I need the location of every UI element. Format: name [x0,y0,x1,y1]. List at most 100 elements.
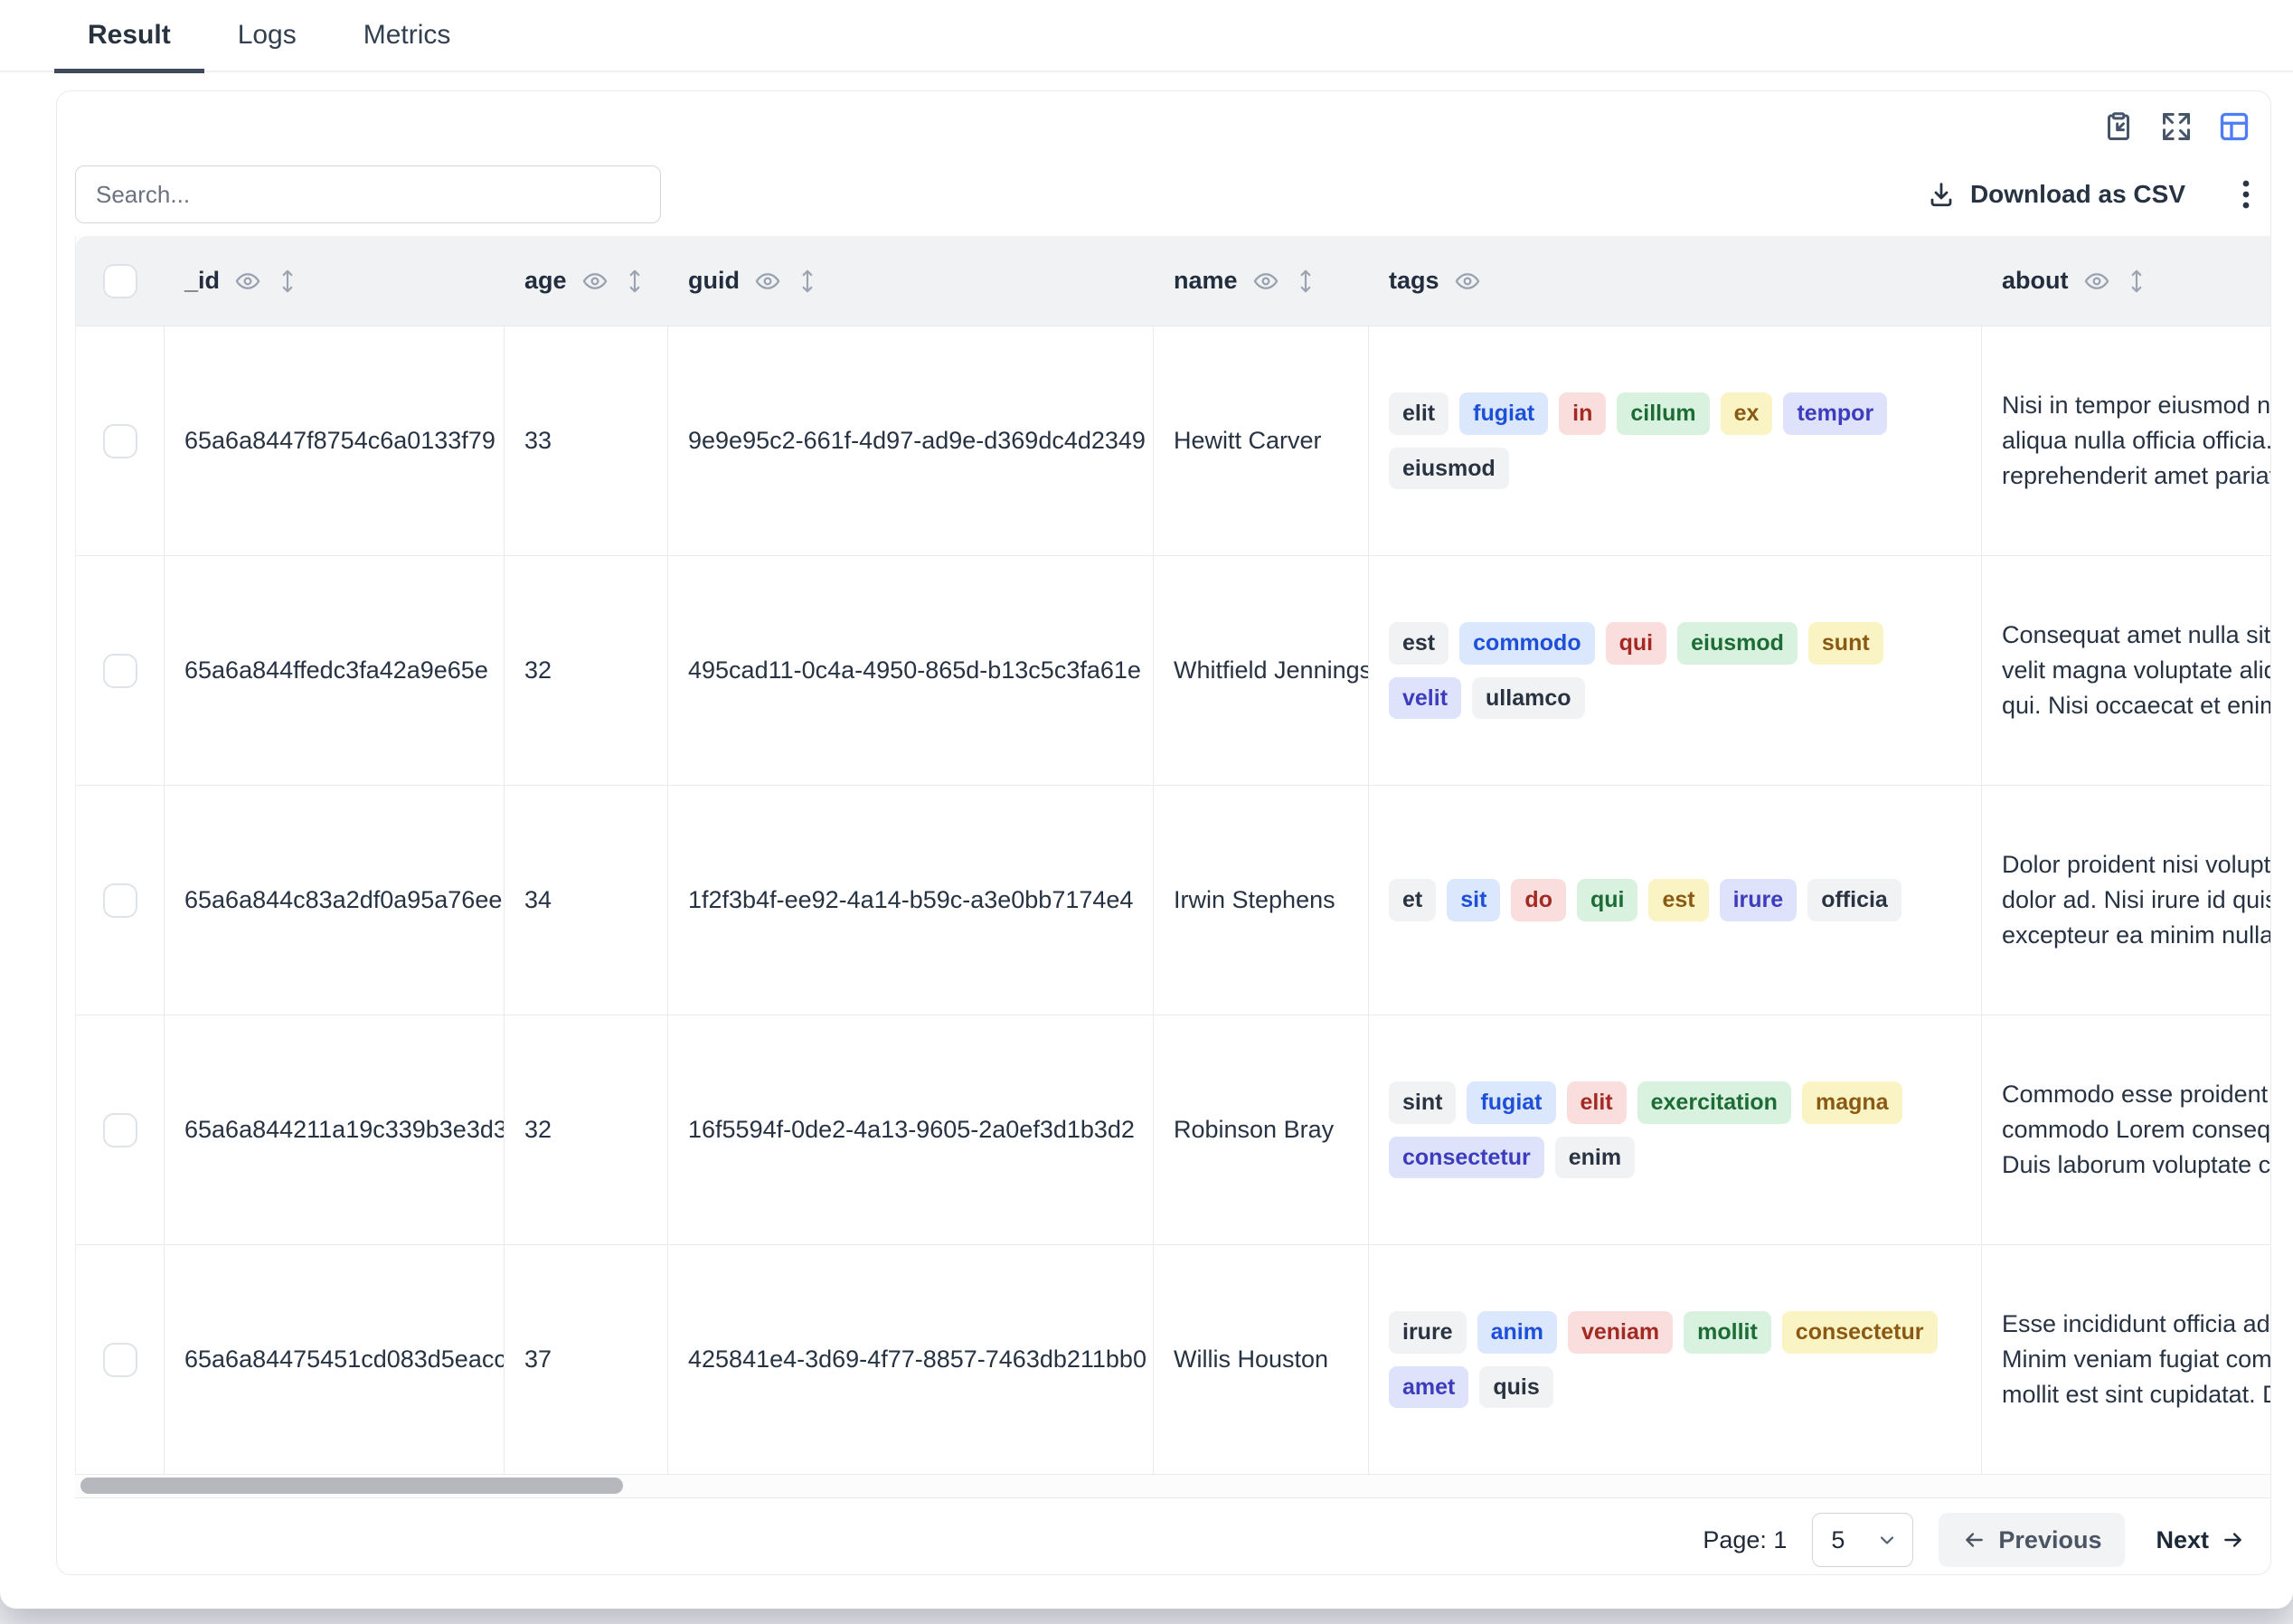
column-header-label: name [1174,267,1238,294]
tag-badge: amet [1389,1365,1469,1409]
tab-label: Metrics [363,20,451,50]
tab-bar: Result Logs Metrics [0,0,2293,73]
column-header-label: guid [688,267,740,294]
cell-about: Commodo esse proident ex commodo Lorem co… [1982,1015,2271,1244]
cell-text: 65a6a844211a19c339b3e3d3 [184,1116,505,1143]
previous-page-label: Previous [1998,1525,2102,1553]
cell-name: Hewitt Carver [1154,326,1369,555]
tag-badge: officia [1807,879,1901,921]
about-text: Commodo esse proident ex commodo Lorem co… [2002,1081,2271,1178]
tag-badge: sunt [1807,621,1883,665]
row-checkbox[interactable] [102,883,137,918]
tag-badge: velit [1389,676,1462,720]
sort-icon[interactable] [276,267,299,296]
sort-icon[interactable] [1294,267,1317,296]
select-all-checkbox[interactable] [103,263,137,298]
previous-page-button[interactable]: Previous [1939,1513,2126,1567]
cell-text: 65a6a8447f8754c6a0133f79 [184,427,495,454]
page-indicator: Page: 1 [1703,1525,1788,1553]
cell-text: Hewitt Carver [1174,427,1322,454]
tab-logs[interactable]: Logs [204,7,330,73]
page-size-value: 5 [1831,1525,1845,1553]
cell-about: Nisi in tempor eiusmod nullaaliqua nulla… [1982,326,2271,555]
cell-tags: est commodo qui eiusmod sunt velit ullamco [1369,556,1982,785]
tag-badge: est [1389,621,1449,665]
tag-badge: cillum [1617,392,1710,435]
cell-text: Irwin Stephens [1174,886,1335,913]
expand-icon[interactable] [2160,110,2193,143]
page-size-select[interactable]: 5 [1812,1513,1914,1567]
row-checkbox[interactable] [102,1112,137,1147]
cell-text: 495cad11-0c4a-4950-865d-b13c5c3fa61e [688,656,1141,684]
download-icon [1930,183,1952,207]
cell-text: 33 [524,427,552,454]
column-header-label: tags [1389,267,1439,294]
about-text: Dolor proident nisi voluptatedolor ad. N… [2002,851,2271,949]
next-page-button[interactable]: Next [2150,1526,2251,1554]
cell-text: Whitfield Jennings [1174,656,1369,684]
download-csv-button[interactable]: Download as CSV [1927,180,2185,209]
tag-badge: magna [1801,1081,1902,1124]
tag-badge: anim [1477,1310,1557,1354]
cell-id: 65a6a844211a19c339b3e3d3 [165,1015,505,1244]
eye-icon[interactable] [234,268,261,295]
column-header-name: name [1154,267,1369,296]
cell-id: 65a6a844c83a2df0a95a76ee [165,786,505,1015]
cell-text: 1f2f3b4f-ee92-4a14-b59c-a3e0bb7174e4 [688,886,1134,913]
column-header-age: age [505,267,668,296]
cell-text: 425841e4-3d69-4f77-8857-7463db211bb0 [688,1345,1146,1373]
tag-badge: elit [1389,392,1449,435]
arrow-right-icon [2224,1533,2241,1547]
horizontal-scrollbar-thumb[interactable] [80,1478,623,1494]
tag-badge: fugiat [1459,392,1549,435]
cell-text: 16f5594f-0de2-4a13-9605-2a0ef3d1b3d2 [688,1116,1135,1143]
cell-about: Consequat amet nulla sit auvelit magna v… [1982,556,2270,785]
pagination-bar: Page: 1 5 Previous Next [57,1498,2270,1574]
cell-age: 32 [505,556,668,785]
tab-metrics[interactable]: Metrics [330,7,485,73]
more-options-icon[interactable] [2240,176,2252,212]
tag-badge: mollit [1684,1310,1771,1354]
checkbox-cell [76,556,165,785]
tag-badge: exercitation [1637,1081,1791,1124]
tab-result[interactable]: Result [54,7,204,73]
cell-text: 65a6a844c83a2df0a95a76ee [184,886,503,913]
column-header-label: _id [184,267,221,294]
row-checkbox[interactable] [102,1342,137,1377]
cell-name: Willis Houston [1154,1245,1369,1474]
eye-icon[interactable] [581,268,609,295]
table-row: 65a6a844c83a2df0a95a76ee 34 1f2f3b4f-ee92-… [76,786,2271,1015]
cell-age: 32 [505,1015,668,1244]
cell-name: Whitfield Jennings [1154,556,1369,785]
sort-icon[interactable] [796,267,819,296]
eye-icon[interactable] [2083,268,2110,295]
tags-list: elit fugiat in cillum ex tempor eiusmod [1389,392,1958,490]
table-view-icon[interactable] [2218,110,2251,143]
eye-icon[interactable] [1454,268,1481,295]
tag-badge: quis [1479,1365,1553,1409]
copy-result-icon[interactable] [2102,110,2135,143]
tags-list: sint fugiat elit exercitation magna consectet… [1389,1081,1958,1179]
checkbox-cell [76,786,165,1015]
about-text: Nisi in tempor eiusmod nullaaliqua nulla… [2002,392,2271,489]
chevron-down-icon [1881,1536,1894,1544]
cell-age: 37 [505,1245,668,1474]
search-input[interactable] [75,165,661,223]
cell-text: 65a6a844ffedc3fa42a9e65e [184,656,488,684]
row-checkbox[interactable] [102,653,137,688]
row-checkbox[interactable] [102,423,137,458]
next-page-label: Next [2156,1525,2209,1553]
eye-icon[interactable] [1252,268,1279,295]
cell-guid: 1f2f3b4f-ee92-4a14-b59c-a3e0bb7174e4 [668,786,1154,1015]
eye-icon[interactable] [754,268,781,295]
cell-tags: et sit do qui est irure officia [1369,786,1982,1015]
tag-badge: qui [1576,879,1638,921]
cell-about: Dolor proident nisi voluptatedolor ad. N… [1982,786,2271,1015]
card-toolbar-icons [57,91,2270,144]
cell-id: 65a6a8447f8754c6a0133f79 [165,326,505,555]
cell-guid: 425841e4-3d69-4f77-8857-7463db211bb0 [668,1245,1154,1474]
sort-icon[interactable] [623,267,646,296]
sort-icon[interactable] [2125,267,2148,296]
cell-guid: 495cad11-0c4a-4950-865d-b13c5c3fa61e [668,556,1154,785]
